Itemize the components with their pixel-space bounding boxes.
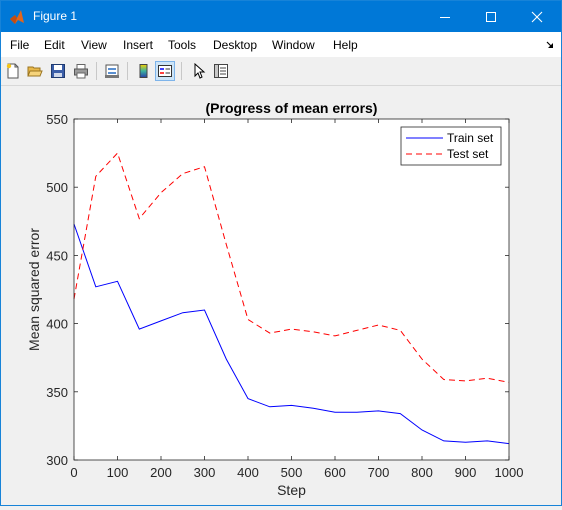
print-icon (74, 64, 88, 79)
toolbar-separator (96, 62, 97, 80)
menu-file[interactable]: File (10, 38, 30, 52)
maximize-button[interactable] (468, 1, 514, 32)
x-axis-label: Step (277, 482, 306, 498)
axes-background[interactable] (74, 119, 509, 460)
toolbar (1, 58, 561, 86)
chart-title: (Progress of mean errors) (206, 100, 378, 116)
y-axis-label: Mean squared error (26, 228, 42, 351)
plot-svg[interactable]: 0 100 200 300 400 500 600 700 800 900 1000 300 350 40… (1, 86, 561, 505)
link-plot-button[interactable] (102, 61, 122, 81)
train-set-line[interactable] (73, 223, 510, 445)
x-tick-label: 200 (150, 465, 172, 480)
menu-window[interactable]: Window (272, 38, 315, 52)
toolbar-separator (127, 62, 128, 80)
x-tick-label: 400 (237, 465, 259, 480)
menu-insert[interactable]: Insert (123, 38, 154, 52)
insert-colorbar-button[interactable] (134, 61, 154, 81)
menu-bar: File Edit View Insert Tools Desktop Wind… (1, 32, 561, 57)
window-title: Figure 1 (33, 9, 78, 23)
x-tick-label: 500 (281, 465, 303, 480)
menu-tools[interactable]: Tools (168, 38, 197, 52)
menu-view[interactable]: View (81, 38, 107, 52)
save-icon (51, 64, 65, 78)
legend[interactable]: Train set Test set (400, 126, 502, 166)
x-tick-label: 900 (455, 465, 477, 480)
close-button[interactable] (514, 1, 560, 32)
close-icon (531, 11, 543, 22)
edit-plot-button[interactable] (189, 61, 209, 81)
y-tick-label: 300 (46, 453, 68, 468)
print-button[interactable] (71, 61, 91, 81)
legend-box (400, 126, 502, 166)
axes-frame (73, 118, 510, 461)
maximize-icon (486, 11, 496, 22)
legend-label-train: Train set (447, 131, 494, 145)
link-plot-icon (105, 64, 119, 78)
title-bar[interactable]: Figure 1 (1, 1, 561, 32)
y-tick-label: 450 (46, 248, 68, 263)
menu-edit[interactable]: Edit (44, 38, 65, 52)
insert-legend-button[interactable] (155, 61, 175, 81)
test-set-line[interactable] (73, 152, 510, 383)
x-tick-label: 0 (70, 465, 77, 480)
x-tick-label: 100 (107, 465, 129, 480)
figure-canvas: 0 100 200 300 400 500 600 700 800 900 1000 300 350 40… (1, 86, 561, 505)
minimize-button[interactable] (422, 1, 468, 32)
save-button[interactable] (48, 61, 68, 81)
dock-arrow-icon[interactable] (545, 40, 555, 50)
edit-plot-icon (194, 63, 206, 79)
minimize-icon (440, 16, 450, 18)
menu-desktop[interactable]: Desktop (213, 38, 258, 52)
property-inspector-button[interactable] (211, 61, 231, 81)
y-tick-label: 500 (46, 180, 68, 195)
x-tick-label: 700 (368, 465, 390, 480)
legend-label-test: Test set (447, 147, 489, 161)
x-tick-label: 300 (194, 465, 216, 480)
open-icon (27, 66, 43, 77)
x-tick-label: 1000 (495, 465, 524, 480)
menu-help[interactable]: Help (333, 38, 358, 52)
y-tick-label: 400 (46, 317, 68, 332)
y-tick-label: 550 (46, 112, 68, 127)
property-inspector-icon (214, 64, 228, 78)
open-file-button[interactable] (25, 61, 45, 81)
y-tick-label: 350 (46, 385, 68, 400)
x-tick-label: 600 (324, 465, 346, 480)
x-tick-label: 800 (411, 465, 433, 480)
matlab-icon (10, 10, 24, 24)
insert-legend-icon (158, 65, 172, 77)
new-figure-button[interactable] (3, 61, 23, 81)
insert-colorbar-icon (139, 64, 148, 78)
toolbar-separator (181, 62, 182, 80)
new-figure-icon (6, 63, 19, 79)
